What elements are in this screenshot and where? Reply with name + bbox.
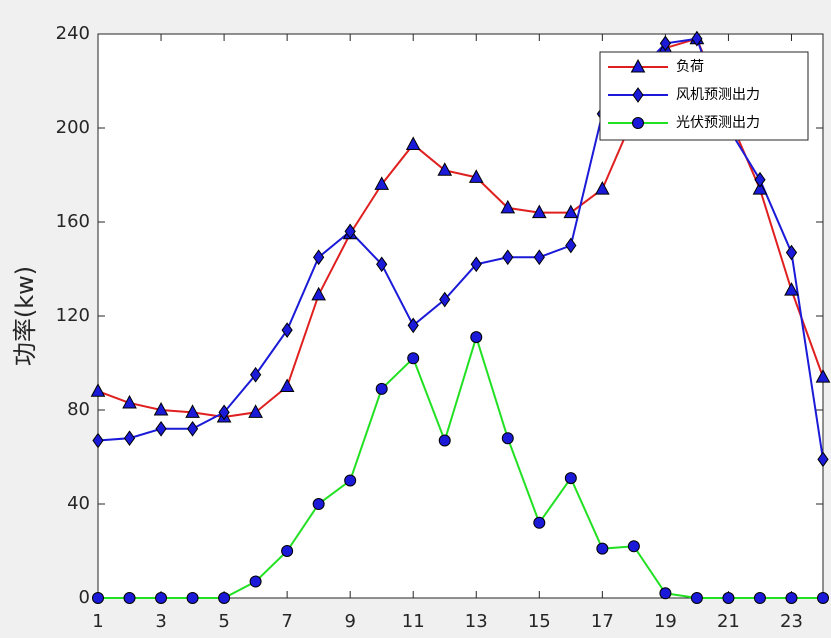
marker [754, 171, 766, 188]
marker [248, 404, 263, 418]
legend-label: 负荷 [676, 59, 704, 75]
marker [630, 58, 646, 73]
x-tick-label: 19 [654, 611, 677, 632]
marker [407, 317, 419, 334]
y-tick-label: 200 [56, 117, 90, 138]
marker [155, 420, 167, 437]
x-tick-label: 21 [717, 611, 740, 632]
marker [533, 516, 546, 529]
marker [279, 378, 295, 392]
marker [596, 542, 609, 555]
marker [92, 592, 104, 604]
marker [533, 249, 545, 266]
marker [281, 322, 293, 338]
marker [123, 592, 136, 604]
y-axis-label: 功率(kw) [11, 266, 39, 366]
x-tick-label: 11 [402, 611, 425, 632]
marker [817, 451, 829, 468]
y-tick-label: 0 [79, 587, 90, 608]
x-tick-label: 1 [92, 611, 103, 632]
marker [437, 162, 453, 176]
x-tick-label: 5 [218, 611, 229, 632]
marker [659, 587, 672, 600]
marker [153, 401, 169, 416]
y-tick-label: 120 [56, 305, 90, 326]
marker [632, 117, 644, 129]
marker [632, 87, 644, 103]
y-tick-label: 160 [56, 211, 90, 232]
marker [218, 592, 231, 604]
marker [375, 382, 388, 395]
marker [249, 366, 262, 383]
marker [722, 592, 735, 604]
marker [565, 237, 577, 254]
marker [564, 472, 577, 485]
marker [785, 592, 798, 604]
y-tick-label: 40 [67, 493, 90, 514]
x-tick-label: 13 [465, 611, 488, 632]
marker [439, 291, 451, 308]
marker [752, 181, 768, 195]
marker [155, 592, 168, 604]
y-tick-label: 240 [56, 23, 90, 44]
marker [313, 249, 325, 266]
marker [470, 331, 483, 344]
marker [344, 474, 357, 487]
x-tick-label: 9 [344, 611, 355, 632]
x-tick-label: 23 [780, 611, 803, 632]
x-tick-label: 7 [281, 611, 292, 632]
marker [218, 404, 230, 421]
marker [122, 394, 137, 409]
marker [500, 199, 516, 214]
legend-label: 风机预测出力 [676, 87, 760, 103]
marker [468, 169, 484, 183]
marker [374, 176, 390, 190]
marker [659, 35, 672, 52]
x-tick-label: 3 [155, 611, 166, 632]
marker [502, 249, 514, 266]
marker [817, 592, 829, 604]
marker [627, 540, 640, 553]
marker [563, 204, 579, 219]
marker [344, 223, 356, 240]
legend-label: 光伏预测出力 [676, 115, 760, 131]
x-tick-label: 17 [591, 611, 614, 632]
marker [753, 592, 766, 604]
marker [405, 136, 421, 150]
marker [438, 434, 451, 447]
marker [785, 244, 798, 261]
marker [90, 383, 106, 397]
marker [281, 545, 294, 557]
marker [123, 430, 136, 447]
marker [784, 282, 799, 296]
marker [690, 592, 703, 604]
x-tick-label: 15 [528, 611, 551, 632]
marker [501, 432, 514, 445]
marker [92, 432, 104, 449]
marker [185, 404, 200, 418]
marker [186, 420, 199, 437]
marker [470, 256, 482, 273]
marker [691, 30, 703, 47]
marker [531, 204, 547, 219]
marker [311, 286, 326, 301]
marker [595, 181, 610, 195]
marker [376, 256, 388, 273]
y-tick-label: 80 [67, 399, 90, 420]
marker [815, 369, 831, 383]
marker [186, 592, 199, 604]
marker [407, 352, 420, 365]
marker [312, 498, 325, 510]
marker [249, 575, 262, 588]
